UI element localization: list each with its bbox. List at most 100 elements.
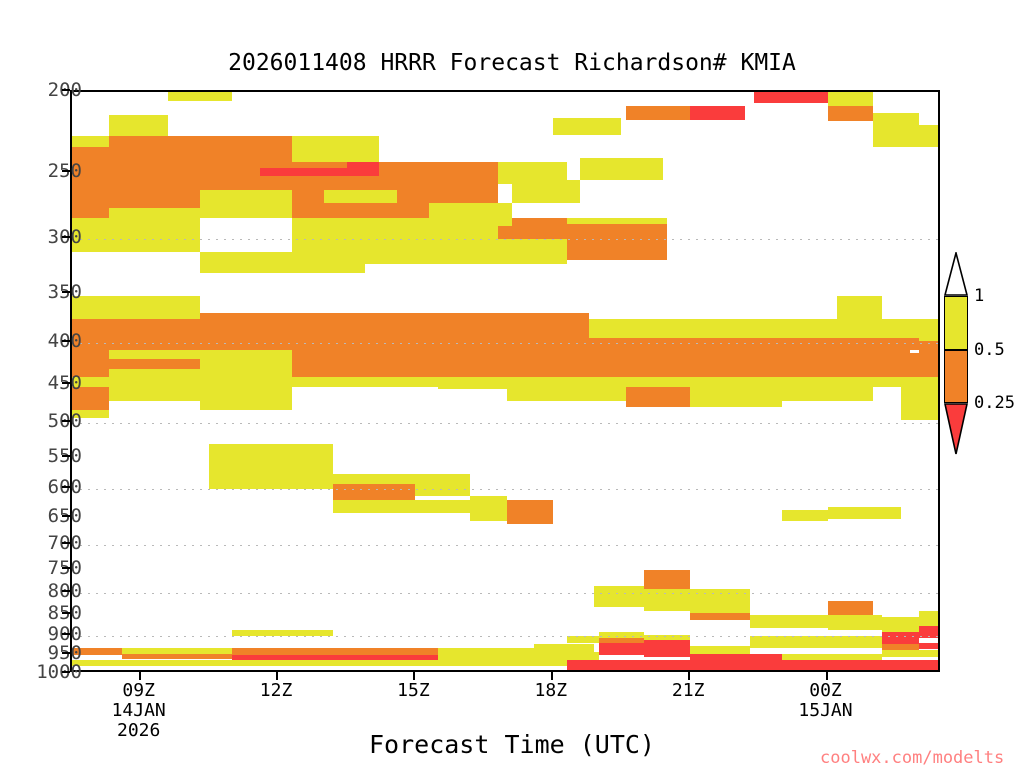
heatmap-cell — [690, 653, 782, 662]
x-tick-hour: 15Z — [397, 680, 430, 701]
x-axis-tick-label: 21Z — [672, 681, 705, 701]
heatmap-cell — [827, 601, 874, 616]
x-axis-tick-label: 09Z 14JAN 2026 — [112, 681, 166, 741]
y-axis-tick-mark — [62, 515, 70, 518]
x-axis-tick-mark — [413, 672, 416, 680]
heatmap-cell — [438, 377, 507, 390]
heatmap-cell — [291, 349, 910, 378]
heatmap-cell — [552, 118, 622, 135]
heatmap-cell — [72, 136, 109, 148]
colorbar-cap-below-icon — [944, 403, 968, 455]
heatmap-cell — [690, 613, 750, 621]
heatmap-cell — [644, 639, 691, 658]
heatmap-cell — [873, 113, 920, 125]
y-axis-tick-mark — [62, 339, 70, 342]
heatmap-cell — [333, 473, 416, 485]
heatmap-cell — [429, 203, 512, 227]
heatmap-cell — [598, 637, 645, 644]
x-tick-hour: 09Z — [122, 680, 155, 701]
heatmap-cell — [122, 647, 233, 654]
heatmap-cell — [644, 569, 691, 589]
heatmap-cell — [594, 586, 645, 607]
heatmap-cell — [470, 496, 507, 521]
heatmap-cell — [690, 645, 750, 654]
heatmap-cell — [882, 643, 920, 650]
heatmap-cell — [497, 217, 567, 239]
x-tick-hour: 18Z — [534, 680, 568, 701]
x-tick-hour: 12Z — [259, 680, 293, 701]
heatmap-cell — [909, 353, 938, 378]
heatmap-cell — [200, 385, 292, 411]
heatmap-cell — [72, 296, 201, 320]
heatmap-cell — [72, 147, 292, 176]
heatmap-cell — [827, 92, 874, 107]
x-tick-hour: 00Z — [809, 680, 842, 701]
heatmap-cell — [690, 106, 746, 120]
heatmap-cell — [168, 92, 233, 101]
heatmap-cell — [511, 179, 581, 204]
colorbar-tick-label: 0.25 — [974, 393, 1015, 413]
heatmap-cell — [200, 189, 292, 218]
heatmap-cell — [900, 386, 938, 420]
heatmap-cell — [72, 386, 109, 411]
heatmap-cell — [72, 647, 123, 656]
heatmap-cell — [108, 208, 201, 218]
x-axis-tick-label: 12Z — [260, 681, 293, 701]
heatmap-cell — [200, 251, 366, 274]
y-axis-tick-mark — [62, 632, 70, 635]
x-axis-tick-label: 18Z — [535, 681, 568, 701]
heatmap-cell — [626, 106, 691, 120]
heatmap-cell — [882, 649, 938, 658]
heatmap-cell — [598, 643, 645, 656]
y-axis-tick-mark — [62, 382, 70, 385]
x-axis-tick-mark — [688, 672, 691, 680]
heatmap-cell — [232, 647, 439, 656]
x-tick-year: 2026 — [116, 720, 161, 741]
heatmap-cell — [580, 157, 663, 180]
plot-area — [70, 90, 940, 672]
x-axis-tick-label: 15Z — [397, 681, 430, 701]
heatmap-cell — [72, 338, 920, 350]
heatmap-cell — [72, 410, 109, 418]
y-axis-tick-mark — [62, 652, 70, 655]
heatmap-cell — [754, 92, 828, 103]
y-axis-tick-mark — [62, 89, 70, 91]
heatmap-cell — [566, 635, 599, 644]
heatmap-cell — [566, 651, 599, 660]
heatmap-cell — [497, 238, 567, 252]
heatmap-cell — [827, 106, 874, 122]
heatmap-cell — [827, 615, 883, 630]
x-tick-hour: 21Z — [671, 680, 705, 701]
heatmap-cell — [919, 113, 938, 125]
heatmap-cell — [836, 296, 883, 320]
x-axis-title: Forecast Time (UTC) — [369, 730, 655, 759]
heatmap-cell — [232, 629, 333, 636]
heatmap-cell — [781, 386, 874, 401]
x-axis-tick-mark — [550, 672, 553, 680]
heatmap-cell — [497, 162, 567, 185]
heatmap-cell — [644, 588, 691, 611]
heatmap-cell — [323, 189, 398, 204]
heatmap-cell — [333, 655, 439, 660]
y-axis-tick-mark — [62, 671, 70, 673]
chart-title: 2026011408 HRRR Forecast Richardson# KMI… — [228, 50, 796, 76]
y-axis-tick-mark — [62, 291, 70, 294]
heatmap-cell — [690, 588, 750, 614]
heatmap-cell — [598, 377, 691, 387]
heatmap-cell — [919, 625, 938, 638]
y-axis-tick-mark — [62, 486, 70, 489]
x-axis-tick-mark — [276, 672, 279, 680]
heatmap-cells — [72, 92, 938, 670]
heatmap-cell — [781, 509, 828, 521]
heatmap-cell — [365, 251, 498, 265]
y-axis-tick-mark — [62, 169, 70, 172]
heatmap-cell — [534, 643, 594, 652]
y-axis-tick-label: 1000 — [36, 661, 82, 683]
heatmap-cell — [72, 377, 109, 387]
heatmap-cell — [909, 377, 938, 387]
heatmap-cell — [690, 386, 782, 408]
heatmap-cell — [507, 386, 627, 401]
heatmap-cell — [209, 444, 333, 490]
y-axis-tick-mark — [62, 566, 70, 569]
heatmap-cell — [72, 659, 938, 666]
